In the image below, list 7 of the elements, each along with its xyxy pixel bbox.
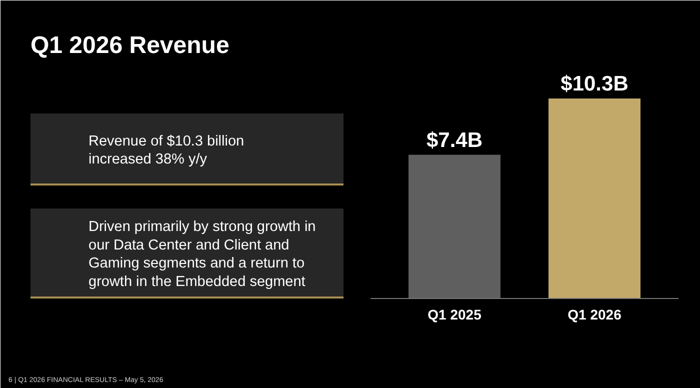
text: Driven primarily by strong growth in our Data Center and Client and Gaming segments and a return to growth in the Embedded segment xyxy=(88,218,316,290)
data-label: $7.4B xyxy=(426,128,483,152)
text: Q1 2026 Revenue xyxy=(30,32,230,59)
x-tick-label: Q1 2025 xyxy=(428,306,482,322)
data-label: $10.3B xyxy=(560,72,628,96)
text: Revenue of $10.3 billion increased 38% y/y xyxy=(88,133,244,168)
x-tick-label: Q1 2026 xyxy=(568,306,622,322)
